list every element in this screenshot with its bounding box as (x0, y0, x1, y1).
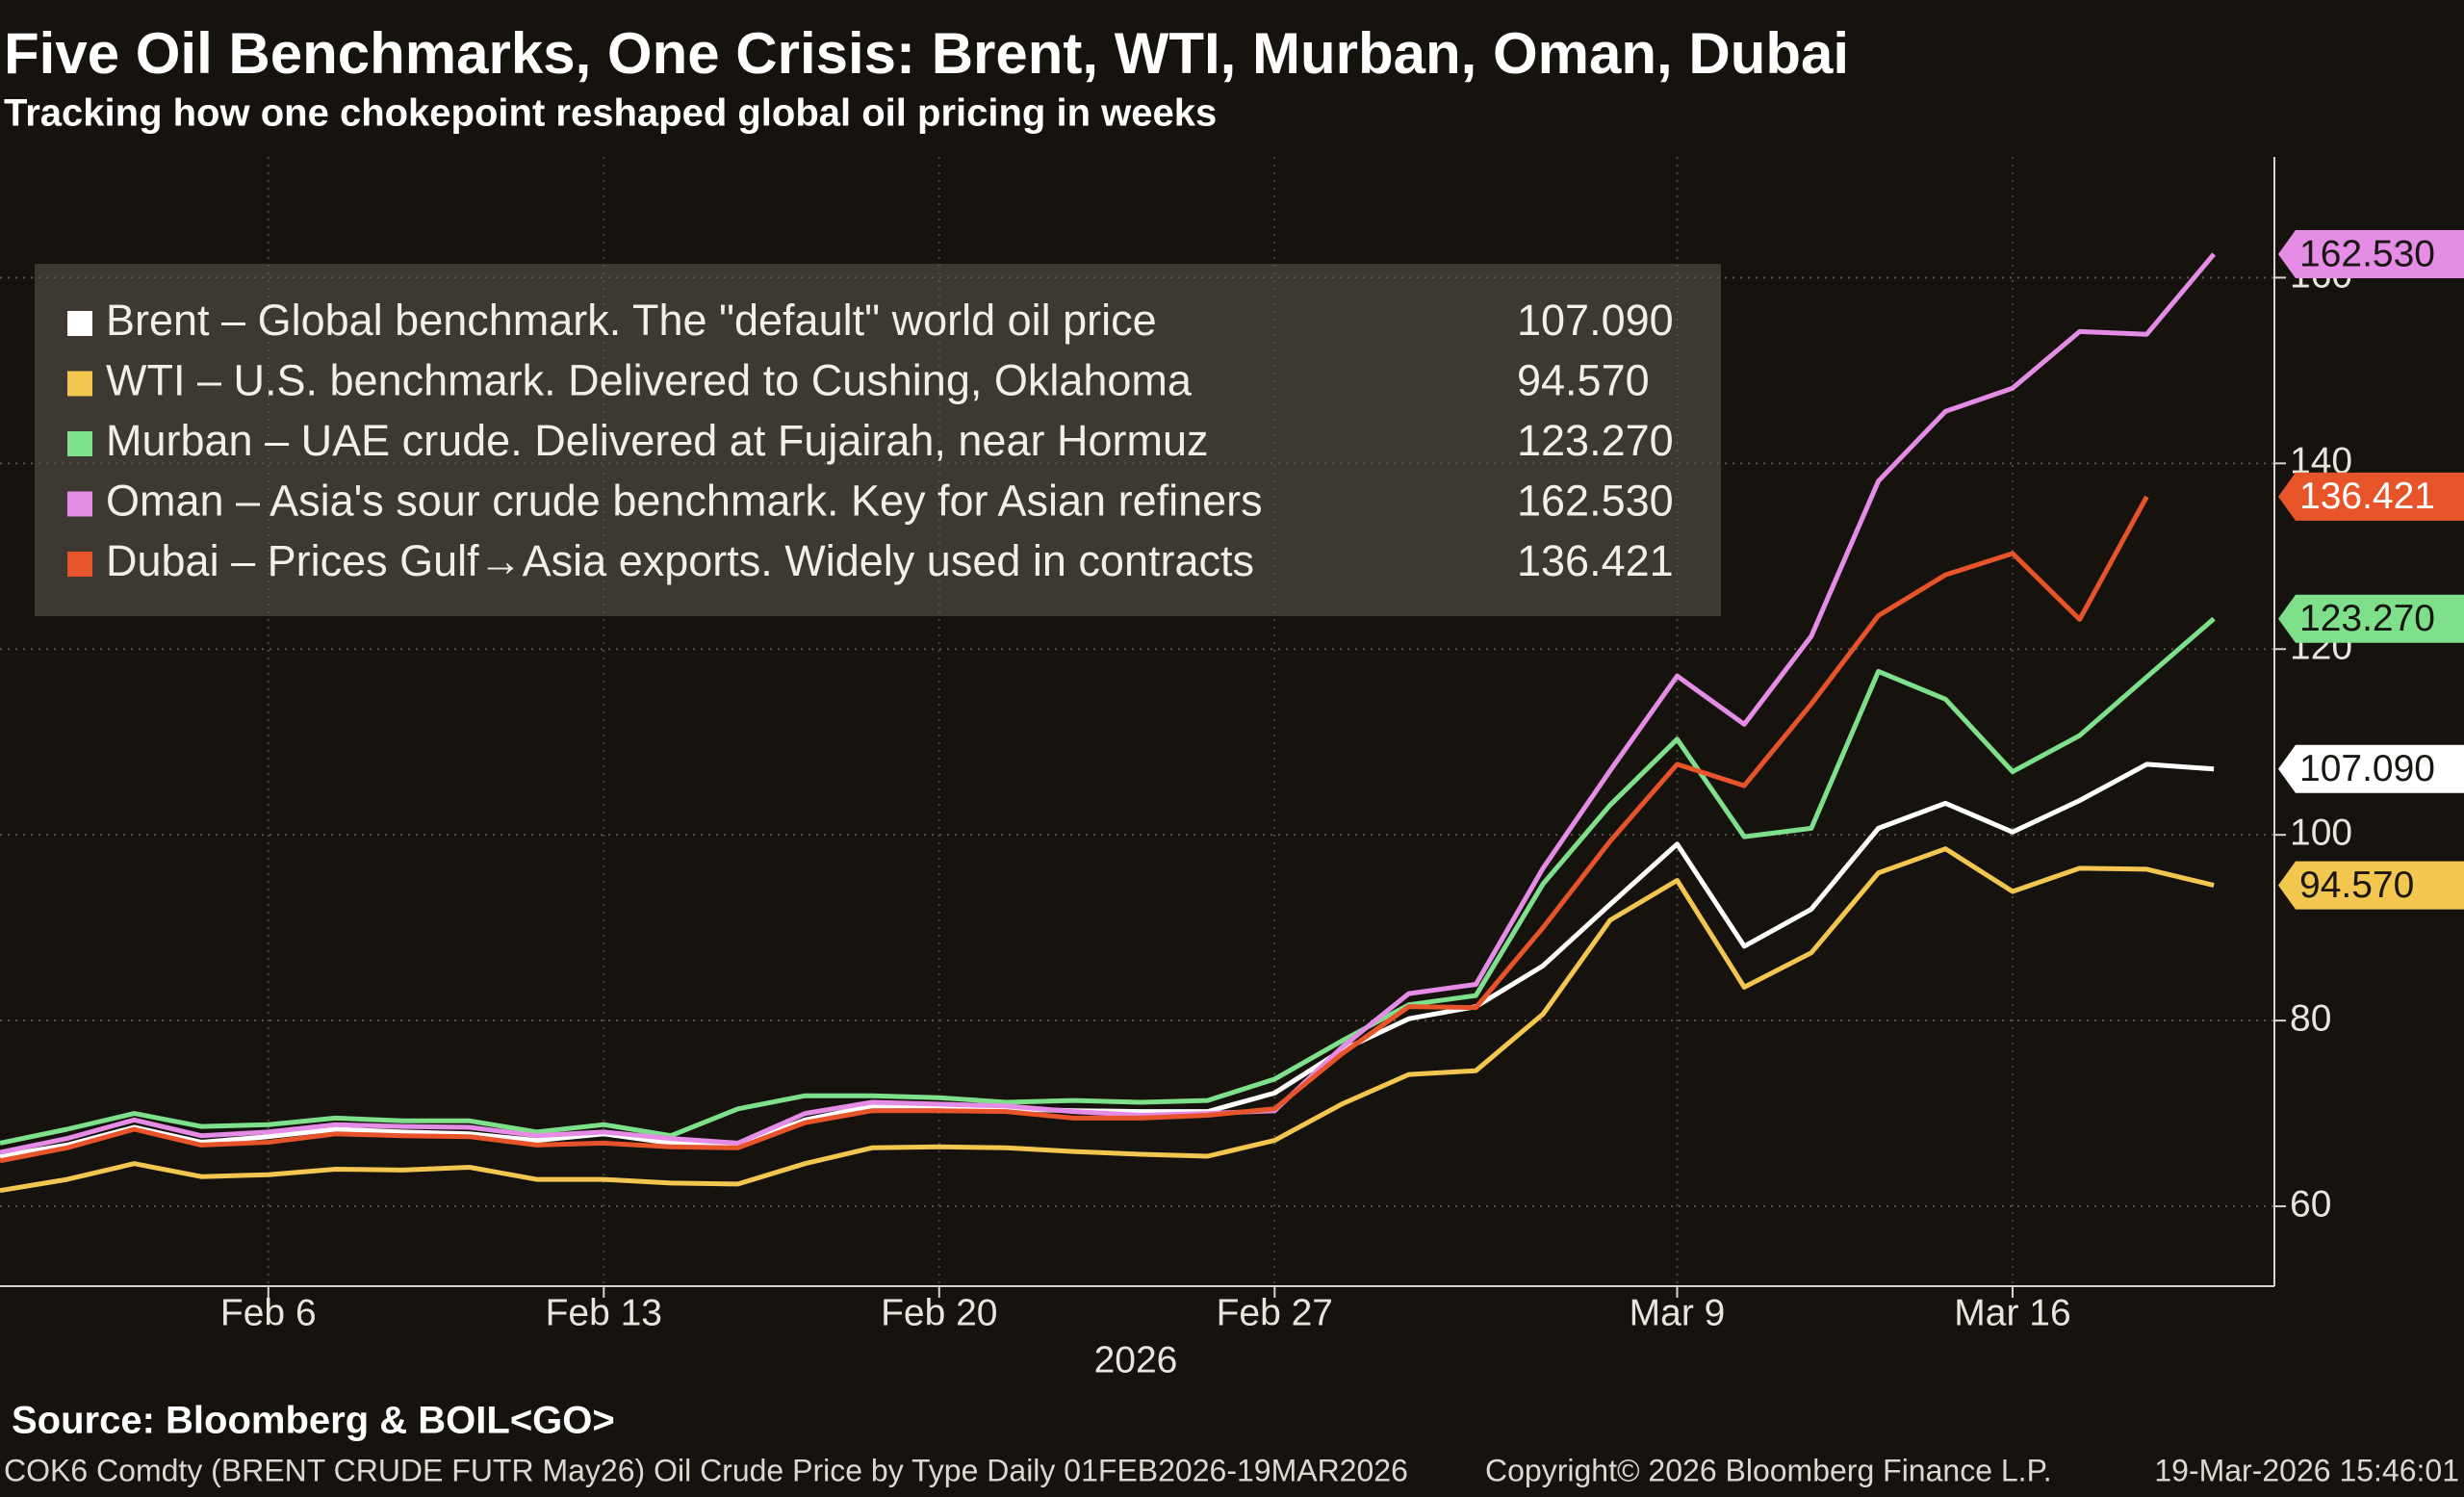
y-tick-label: 80 (2290, 997, 2331, 1039)
timestamp: 19-Mar-2026 15:46:01 (2154, 1453, 2459, 1487)
legend-label: WTI – U.S. benchmark. Delivered to Cushi… (106, 355, 1193, 404)
last-value-tag (2278, 229, 2464, 278)
last-value-label: 136.421 (2299, 476, 2435, 517)
x-tick-label: Feb 27 (1217, 1292, 1333, 1333)
last-value-label: 107.090 (2299, 748, 2435, 789)
legend-swatch (67, 491, 92, 517)
footer: COK6 Comdty (BRENT CRUDE FUTR May26) Oil… (4, 1453, 1408, 1487)
legend-label: Brent – Global benchmark. The "default" … (106, 296, 1157, 345)
last-value-label: 123.270 (2299, 598, 2435, 639)
x-tick-label: Mar 9 (1630, 1292, 1726, 1333)
x-tick-label: Feb 6 (220, 1292, 317, 1333)
x-tick-label: Mar 16 (1954, 1292, 2070, 1333)
y-tick-label: 100 (2290, 812, 2352, 853)
x-tick-label: Feb 20 (881, 1292, 997, 1333)
legend-box (35, 264, 1721, 616)
legend-label: Oman – Asia's sour crude benchmark. Key … (106, 476, 1263, 525)
legend: Brent – Global benchmark. The "default" … (35, 264, 1721, 616)
legend-value: 162.530 (1517, 476, 1674, 525)
last-value-label: 94.570 (2299, 865, 2414, 906)
series-line (0, 495, 2149, 1164)
series-line (0, 846, 2215, 1194)
last-value-tag (2278, 744, 2464, 793)
last-value-tag (2278, 594, 2464, 643)
last-value-label: 162.530 (2299, 233, 2435, 274)
last-value-tag (2278, 861, 2464, 910)
legend-value: 107.090 (1517, 296, 1674, 345)
chart-subtitle: Tracking how one chokepoint reshaped glo… (4, 92, 1217, 135)
legend-label: Dubai – Prices Gulf→Asia exports. Widely… (106, 536, 1254, 585)
last-value-tag (2278, 472, 2464, 521)
legend-swatch (67, 552, 92, 577)
legend-label: Murban – UAE crude. Delivered at Fujaira… (106, 416, 1209, 465)
series-line (0, 252, 2217, 1155)
source: Source: Bloomberg & BOIL<GO> (12, 1400, 615, 1442)
lines (0, 252, 2217, 1194)
legend-swatch (67, 431, 92, 456)
x-axis-label: 2026 (1094, 1339, 1178, 1381)
series-line (0, 616, 2216, 1146)
tags: 107.090 94.570 123.270 162.530 136.421 (2278, 229, 2464, 910)
legend-swatch (67, 311, 92, 336)
legend-value: 94.570 (1517, 355, 1650, 404)
copyright: Copyright© 2026 Bloomberg Finance L.P. (1485, 1453, 2052, 1487)
legend-value: 136.421 (1517, 536, 1674, 585)
legend-value: 123.270 (1517, 416, 1674, 465)
chart-title: Five Oil Benchmarks, One Crisis: Brent, … (4, 21, 1849, 86)
y-tick-label: 60 (2290, 1183, 2331, 1225)
legend-swatch (67, 371, 92, 397)
x-tick-label: Feb 13 (546, 1292, 662, 1333)
